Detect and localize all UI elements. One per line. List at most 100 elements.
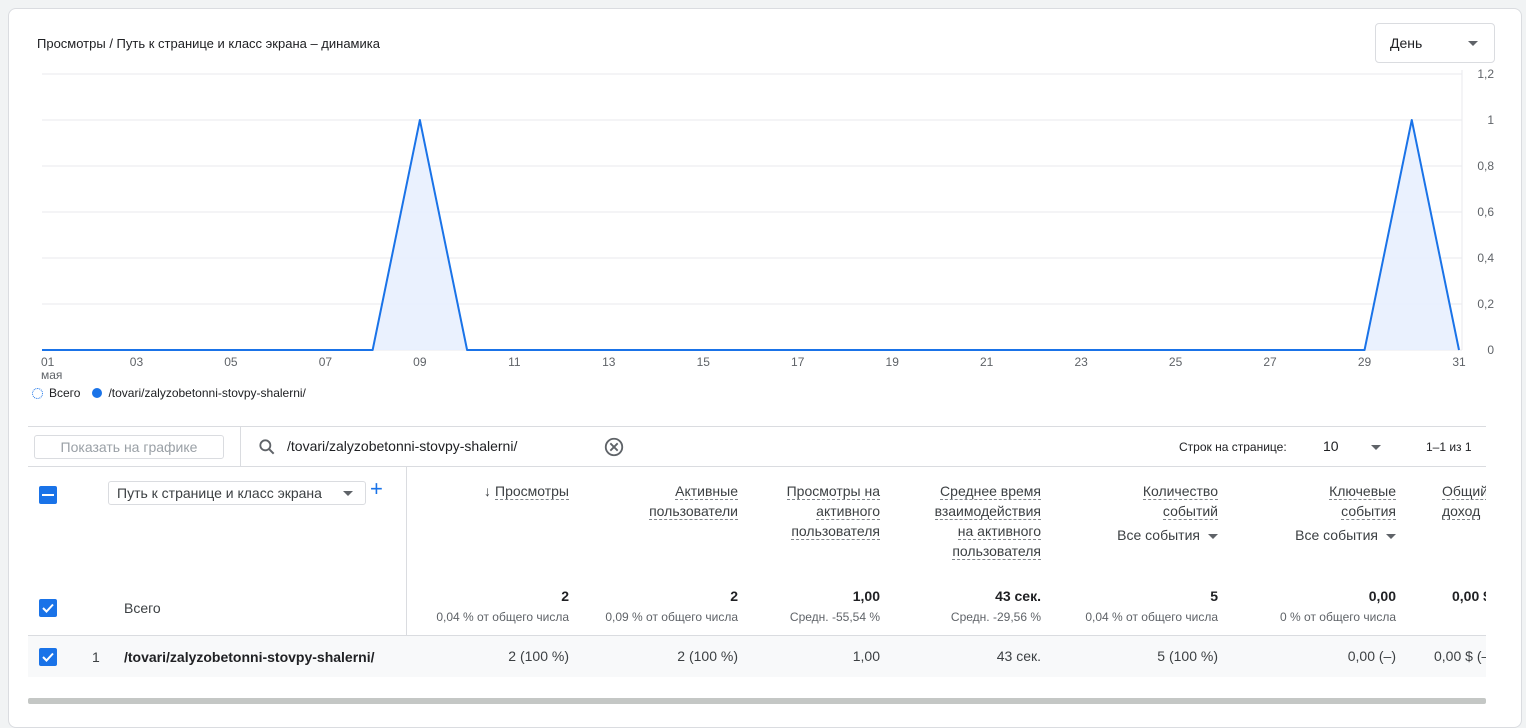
series-area [42,120,1459,350]
pagination-label: 1–1 из 1 [1426,440,1472,454]
col-head-avg-engagement[interactable]: Среднее время взаимодействия на активног… [935,481,1041,561]
total-cell: 0,00 $ [1452,588,1486,604]
total-sub: 0,04 % от общего числа [436,610,569,624]
total-row-checkbox[interactable] [39,599,57,617]
total-value: 2 [605,588,738,604]
check-icon [40,600,56,616]
event-filter-select[interactable]: Все события [1117,525,1218,545]
chevron-down-icon [343,491,353,496]
col-head-label-line: доход [1442,503,1480,520]
row-cell: 0,00 (–) [1348,648,1396,664]
total-value: 43 сек. [951,588,1041,604]
chevron-down-icon [1208,534,1218,539]
row-checkbox[interactable] [39,648,57,666]
col-head-active-users[interactable]: Активные пользователи [649,481,738,521]
y-tick-label: 1,2 [1477,67,1494,81]
sort-down-icon: ↓ [484,481,491,501]
total-value: 0,00 $ [1452,588,1486,604]
col-head-label-line: Количество [1143,483,1218,500]
select-all-checkbox[interactable] [39,486,57,504]
key-event-filter-select[interactable]: Все события [1295,525,1396,545]
col-head-label-line: пользователи [649,503,738,520]
check-icon [40,649,56,665]
total-cell: 43 сек.Средн. -29,56 % [951,588,1041,624]
col-head-label-line: события [1341,503,1396,520]
y-tick-label: 0,2 [1477,297,1494,311]
col-head-event-count[interactable]: Количество событий Все события [1117,481,1218,545]
dimension-select-label: Путь к странице и класс экрана [117,485,322,501]
total-sub: 0 % от общего числа [1280,610,1396,624]
total-cell: 2 0,04 % от общего числа [436,588,569,624]
total-value: 5 [1085,588,1218,604]
col-head-label-line: активного [816,503,880,520]
col-head-label-line: Среднее время [940,483,1041,500]
row-cell: 2 (100 %) [508,648,569,664]
show-on-chart-button[interactable]: Показать на графике [34,435,224,459]
col-head-label-line: Ключевые [1329,483,1396,500]
x-tick-label: 31 [1452,355,1466,369]
col-head-label-line: Общий [1442,483,1486,500]
x-tick-label: 13 [602,355,616,369]
total-value: 1,00 [790,588,880,604]
x-tick-label: 29 [1358,355,1372,369]
legend-total-marker-icon [32,388,43,399]
x-tick-label: 17 [791,355,805,369]
total-sub: 0,09 % от общего числа [605,610,738,624]
legend-series-marker-icon [92,388,102,398]
x-tick-label: 03 [130,355,144,369]
y-tick-label: 0,6 [1477,205,1494,219]
x-tick-label: 21 [980,355,994,369]
key-event-filter-label: Все события [1295,527,1378,543]
row-dimension-link[interactable]: /tovari/zalyzobetonni-stovpy-shalerni/ [124,649,375,665]
row-cell: 2 (100 %) [677,648,738,664]
total-cell: 5 0,04 % от общего числа [1085,588,1218,624]
row-index: 1 [92,649,100,665]
add-dimension-button[interactable]: + [370,477,383,501]
y-tick-label: 1 [1487,113,1494,127]
col-head-views-label: Просмотры [495,483,569,500]
dimension-select[interactable]: Путь к странице и класс экрана [108,481,366,505]
col-head-views[interactable]: ↓Просмотры [484,481,569,501]
total-row-label: Всего [124,600,161,616]
total-value: 2 [436,588,569,604]
col-head-label-line: Активные [675,483,738,500]
x-tick-label: 09 [413,355,427,369]
legend-total-label: Всего [49,386,80,400]
x-tick-label: 23 [1074,355,1088,369]
x-tick-label: 19 [886,355,900,369]
col-head-label-line: пользователя [791,523,880,540]
search-input[interactable]: /tovari/zalyzobetonni-stovpy-shalerni/ [287,438,517,454]
col-head-views-per-user[interactable]: Просмотры на активного пользователя [787,481,880,541]
row-cell: 0,00 $ (–) [1434,648,1486,664]
rows-per-page-label: Строк на странице: [1179,440,1287,454]
col-head-label-line: Просмотры на [787,483,880,500]
total-sub: 0,04 % от общего числа [1085,610,1218,624]
search-icon [257,437,277,457]
chevron-down-icon [1386,534,1396,539]
rows-per-page-select[interactable]: 10 [1323,438,1339,454]
x-tick-label: 01 [41,355,55,369]
chevron-down-icon[interactable] [1371,445,1381,450]
x-tick-label: 25 [1169,355,1183,369]
x-month-label: мая [41,368,62,382]
col-head-key-events[interactable]: Ключевые события Все события [1295,481,1396,545]
horizontal-scrollbar[interactable] [28,698,1486,704]
y-tick-label: 0 [1487,343,1494,357]
x-tick-label: 11 [508,355,521,369]
series-line [42,120,1459,350]
total-cell: 2 0,09 % от общего числа [605,588,738,624]
table-toolbar: Показать на графике /tovari/zalyzobetonn… [28,426,1486,467]
clear-search-icon[interactable] [603,436,625,458]
x-tick-label: 27 [1263,355,1277,369]
total-sub: Средн. -55,54 % [790,610,880,624]
row-cell: 5 (100 %) [1157,648,1218,664]
legend-series-label: /tovari/zalyzobetonni-stovpy-shalerni/ [108,386,305,400]
event-filter-label: Все события [1117,527,1200,543]
data-table: Путь к странице и класс экрана + ↓Просмо… [28,467,1486,677]
search-box[interactable]: /tovari/zalyzobetonni-stovpy-shalerni/ С… [240,427,1486,467]
x-tick-label: 07 [319,355,333,369]
total-cell: 1,00 Средн. -55,54 % [790,588,880,624]
col-head-total-revenue[interactable]: Общий доход [1442,481,1486,521]
